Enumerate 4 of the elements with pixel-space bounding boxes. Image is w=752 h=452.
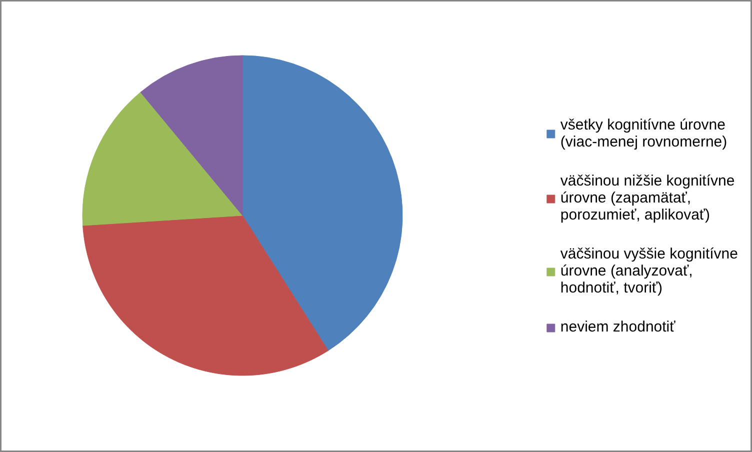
legend-label: všetky kognitívne úrovne (viac-menej rovnomerne) — [560, 116, 728, 150]
legend-label: neviem zhodnotiť — [560, 318, 676, 336]
legend-label: väčšinou nižšie kognitívne úrovne (zapamätať, porozumieť, aplikovať) — [560, 172, 735, 224]
legend-label: väčšinou vyššie kognitívne úrovne (analyzovať, hodnotiť, tvoriť) — [560, 246, 738, 296]
